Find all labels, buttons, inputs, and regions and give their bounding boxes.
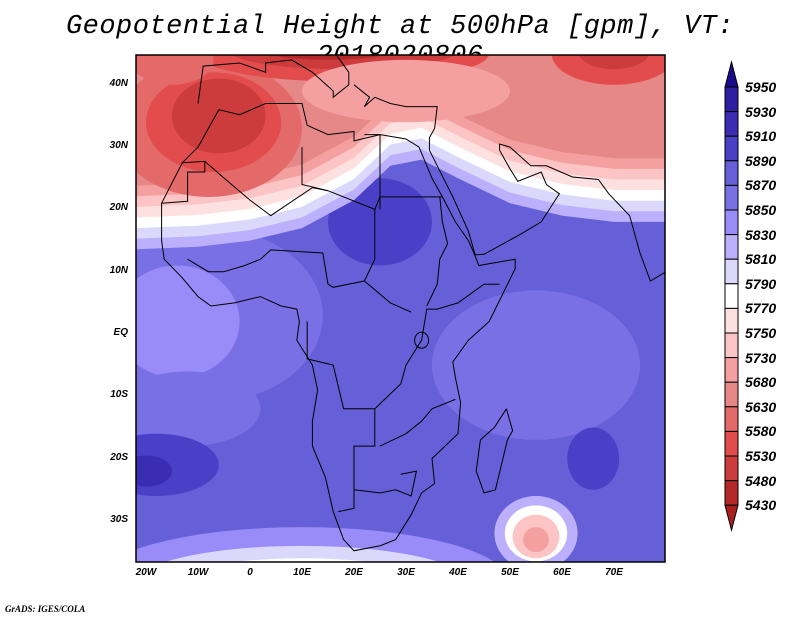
country-border xyxy=(379,398,456,447)
colorbar-box xyxy=(724,455,739,482)
field-contour xyxy=(136,371,261,447)
country-border xyxy=(161,160,206,204)
field-contour xyxy=(136,55,214,85)
credit-label: GrADS: IGES/COLA xyxy=(5,604,86,614)
colorbar-box xyxy=(724,160,739,186)
country-border xyxy=(426,196,449,307)
lon-tick-label: 30E xyxy=(397,567,415,578)
field-contour xyxy=(551,55,665,85)
colorbar-label: 5890 xyxy=(745,152,777,169)
field-contour xyxy=(164,545,440,562)
colorbar-box xyxy=(724,135,739,162)
colorbar-label: 5830 xyxy=(745,226,777,243)
lon-tick-label: 40E xyxy=(449,567,467,578)
lon-tick-label: 0 xyxy=(247,567,253,578)
colorbar-label: 5790 xyxy=(745,275,777,292)
field-contour xyxy=(523,527,549,553)
field-contour xyxy=(172,78,266,154)
lon-tick-label: 10W xyxy=(187,567,209,578)
lon-tick-label: 50E xyxy=(501,567,519,578)
colorbar-label: 5630 xyxy=(745,398,777,415)
colorbar-label: 5770 xyxy=(745,300,777,317)
country-border xyxy=(306,283,500,410)
lat-tick-label: 20S xyxy=(110,451,128,463)
lon-tick-label: 70E xyxy=(605,567,623,578)
colorbar-box xyxy=(724,307,739,334)
madagascar-coastline xyxy=(475,408,514,494)
field-contour xyxy=(234,558,370,562)
colorbar-box xyxy=(724,381,739,408)
colorbar-box xyxy=(724,111,739,137)
colorbar-box xyxy=(724,480,739,506)
colorbar-label: 5680 xyxy=(745,374,777,391)
colorbar-box xyxy=(724,357,739,383)
field-contour xyxy=(302,59,510,123)
field-contour xyxy=(432,290,640,440)
lon-tick-label: 20E xyxy=(345,567,363,578)
colorbar-box xyxy=(724,430,739,457)
colorbar-label: 5580 xyxy=(745,423,777,440)
field-contour xyxy=(270,55,386,60)
colorbar-top-arrow xyxy=(724,60,739,88)
country-border xyxy=(301,147,329,192)
colorbar-label: 5530 xyxy=(745,448,777,464)
colorbar-box xyxy=(724,332,739,359)
lat-tick-label: 10N xyxy=(109,264,128,276)
field-contour xyxy=(578,55,650,70)
colorbar-box xyxy=(724,234,739,260)
country-border xyxy=(353,470,418,497)
country-border xyxy=(338,408,376,513)
lat-tick-label: 20N xyxy=(109,202,128,214)
colorbar-label: 5910 xyxy=(745,128,777,145)
arabia-coastline xyxy=(428,143,665,282)
colorbar-label: 5750 xyxy=(745,325,777,341)
colorbar-box xyxy=(724,406,739,432)
colorbar-box xyxy=(724,86,739,113)
europe-coastline xyxy=(197,55,350,104)
colorbar-box xyxy=(724,258,739,285)
colorbar-label: 5850 xyxy=(745,202,777,218)
colorbar-box xyxy=(724,184,739,211)
map-frame xyxy=(135,54,666,563)
colorbar-box xyxy=(724,283,739,309)
colorbar-label: 5430 xyxy=(745,497,777,514)
africa-coastline xyxy=(161,103,516,552)
lat-tick-label: 30S xyxy=(110,513,128,525)
lon-tick-label: 60E xyxy=(553,567,571,578)
field-contour xyxy=(136,265,240,378)
country-border xyxy=(364,134,381,210)
turkey-coastline xyxy=(353,84,438,151)
lat-tick-label: 30N xyxy=(109,140,128,152)
field-contour xyxy=(136,455,172,487)
colorbar-label: 5480 xyxy=(745,472,777,489)
field-contour xyxy=(567,427,620,490)
lon-tick-label: 10E xyxy=(293,567,311,578)
colorbar-bottom-arrow xyxy=(724,504,739,533)
lat-tick-label: 10S xyxy=(110,389,128,401)
colorbar-label: 5730 xyxy=(745,349,777,366)
colorbar xyxy=(724,60,739,533)
lake-victoria xyxy=(414,331,430,349)
colorbar-box xyxy=(724,209,739,236)
lat-tick-label: 40N xyxy=(109,77,128,89)
colorbar-label: 5870 xyxy=(745,177,777,194)
coastlines xyxy=(161,55,665,552)
country-border xyxy=(187,258,224,273)
country-border xyxy=(223,249,365,288)
lat-tick-label: EQ xyxy=(113,327,128,338)
colorbar-label: 5930 xyxy=(745,103,777,120)
lon-tick-label: 20W xyxy=(135,567,157,578)
colorbar-label: 5810 xyxy=(745,251,777,268)
height-field xyxy=(136,55,665,562)
colorbar-label: 5950 xyxy=(745,79,777,95)
